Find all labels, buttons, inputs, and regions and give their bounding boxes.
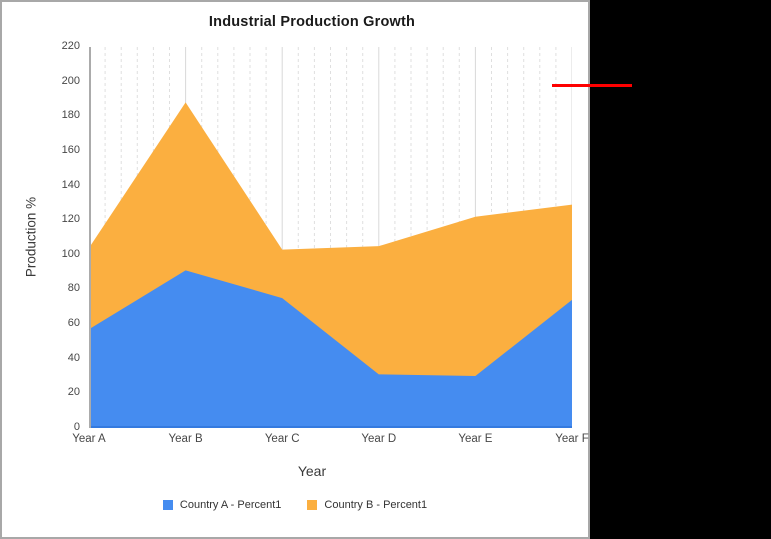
chart-title: Industrial Production Growth [208, 14, 416, 30]
y-tick-label: 180 [61, 109, 80, 122]
y-tick-label: 0 [73, 421, 80, 433]
legend-label-country-a: Country A - Percent1 [179, 499, 282, 511]
y-tick-label: 120 [61, 213, 80, 226]
y-tick-label: 100 [61, 247, 80, 260]
y-axis-tick-labels: 0 20 40 60 80 100 120 140 160 180 200 220 [40, 2, 80, 537]
legend-label-country-b: Country B - Percent1 [324, 499, 428, 511]
y-tick-label: 40 [67, 351, 80, 364]
legend-swatch-country-b-icon [307, 500, 318, 510]
y-tick-label: 80 [67, 282, 80, 295]
y-tick-label: 200 [61, 74, 80, 87]
legend-swatch-country-a-icon [162, 500, 173, 510]
legend-item-country-a[interactable]: Country A - Percent1 [162, 499, 282, 511]
legend-item-country-b[interactable]: Country B - Percent1 [307, 499, 427, 511]
y-tick-label: 220 [61, 40, 80, 52]
x-category-label: Year A [72, 433, 106, 445]
x-category-label: Year E [458, 433, 493, 445]
x-category-label: Year F [555, 433, 589, 445]
area-plot[interactable] [89, 47, 572, 428]
x-category-label: Year D [361, 433, 397, 445]
legend: Country A - Percent1 Country B - Percent… [2, 499, 588, 511]
y-tick-label: 140 [61, 178, 80, 191]
area-series-country-a[interactable] [89, 270, 572, 428]
y-tick-label: 20 [67, 386, 80, 399]
y-tick-label: 160 [61, 143, 80, 156]
x-axis-title: Year [297, 463, 327, 479]
red-annotation-line [552, 84, 632, 87]
x-category-label: Year B [168, 433, 203, 445]
app-window: Industrial Production Growth Production … [0, 0, 590, 539]
x-category-label: Year C [264, 433, 300, 445]
y-axis-title: Production % [23, 196, 39, 278]
y-tick-label: 60 [67, 317, 80, 330]
